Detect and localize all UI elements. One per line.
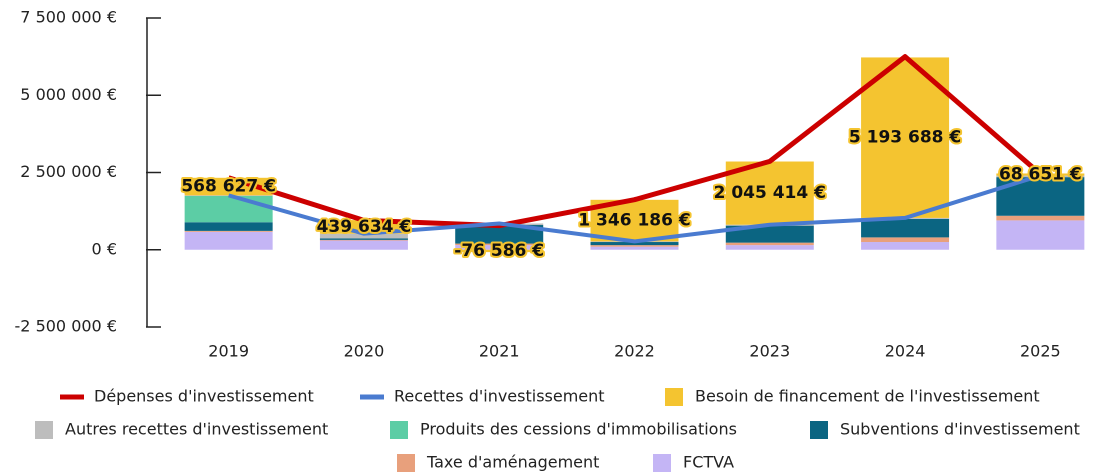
legend-swatch: [810, 421, 828, 439]
bar-segment: [319, 239, 408, 241]
legend-label: Produits des cessions d'immobilisations: [420, 420, 737, 439]
bar-segment: [996, 215, 1085, 221]
bar-segment: [184, 222, 273, 231]
bar-segment: [319, 238, 408, 240]
legend-swatch: [397, 454, 415, 472]
x-tick-label: 2025: [1020, 342, 1061, 361]
legend-label: Besoin de financement de l'investissemen…: [695, 387, 1040, 406]
legend-swatch: [390, 421, 408, 439]
x-tick-label: 2024: [885, 342, 926, 361]
legend-label: Subventions d'investissement: [840, 420, 1080, 439]
bar-segment: [184, 230, 273, 232]
bar-segment: [455, 249, 544, 253]
legend-label: Autres recettes d'investissement: [65, 420, 328, 439]
bar-segment: [590, 242, 679, 246]
bar-segment: [319, 233, 408, 239]
bar-segment: [861, 218, 950, 238]
data-label: 1 346 186 €: [578, 211, 690, 231]
legend-label: FCTVA: [683, 453, 734, 472]
bar-segment: [455, 243, 544, 246]
bar-segment: [590, 245, 679, 247]
bar-segment: [996, 220, 1085, 250]
bar-segment: [590, 246, 679, 250]
y-tick-label: 0 €: [92, 239, 117, 258]
bar-segment: [725, 245, 814, 250]
x-tick-label: 2019: [208, 342, 249, 361]
y-tick-label: 2 500 000 €: [20, 162, 117, 181]
data-label: 2 045 414 €: [714, 183, 826, 203]
x-tick-label: 2020: [344, 342, 385, 361]
y-tick-label: 7 500 000 €: [20, 8, 117, 27]
bar-segment: [725, 225, 814, 243]
legend-swatch: [653, 454, 671, 472]
data-label: -76 586 €: [454, 241, 544, 261]
y-tick-label: 5 000 000 €: [20, 85, 117, 104]
x-tick-label: 2023: [749, 342, 790, 361]
legend-label: Recettes d'investissement: [394, 387, 605, 406]
bar-segment: [996, 173, 1085, 176]
data-label: 439 634 €: [317, 217, 412, 237]
x-tick-label: 2021: [479, 342, 520, 361]
bar-segment: [184, 231, 273, 250]
data-label: 5 193 688 €: [849, 128, 961, 148]
y-tick-label: -2 500 000 €: [15, 317, 117, 336]
data-label: 568 627 €: [181, 177, 276, 197]
legend-swatch: [665, 388, 683, 406]
bar-segment: [319, 240, 408, 250]
bar-segment: [725, 242, 814, 246]
bar-segment: [861, 237, 950, 243]
bar-segment: [455, 245, 544, 250]
line-series: [227, 54, 1042, 229]
data-label: 68 651 €: [999, 165, 1082, 185]
line-series: [228, 173, 1041, 244]
bar-segment: [455, 225, 544, 244]
legend-label: Taxe d'aménagement: [426, 453, 599, 472]
bar-segment: [184, 195, 273, 223]
bar-segment: [861, 242, 950, 250]
legend-swatch: [35, 421, 53, 439]
x-tick-label: 2022: [614, 342, 655, 361]
legend-label: Dépenses d'investissement: [94, 387, 314, 406]
